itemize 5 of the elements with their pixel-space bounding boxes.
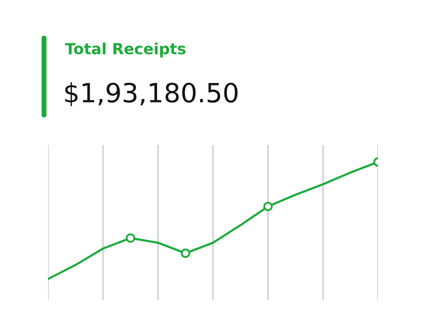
- chart-subtitle: $1,93,180.50: [65, 82, 238, 106]
- point: [180, 248, 190, 258]
- chart-title: Total Receipts: [65, 42, 186, 58]
- point: [126, 233, 136, 243]
- point: [263, 202, 273, 212]
